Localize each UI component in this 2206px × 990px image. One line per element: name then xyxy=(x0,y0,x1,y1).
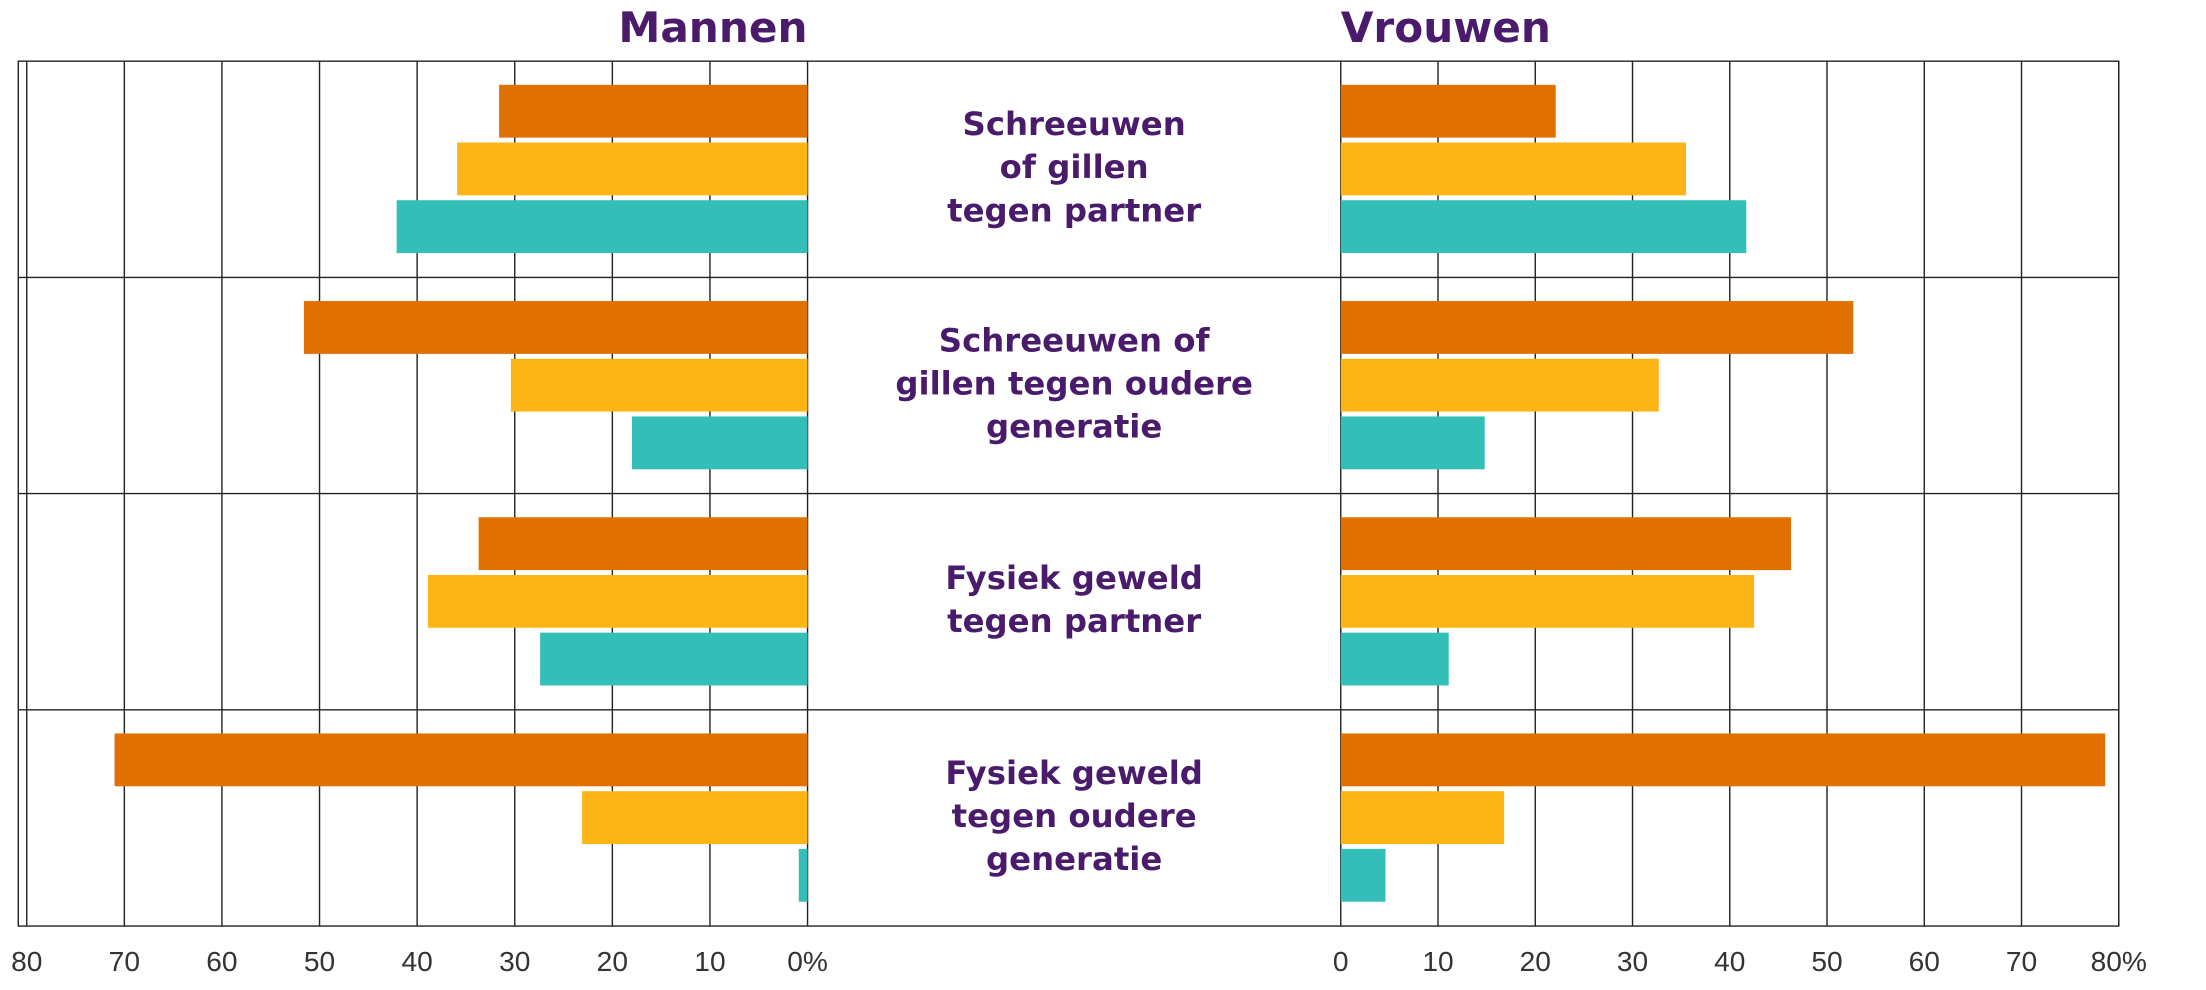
x-tick-label: 70 xyxy=(2006,946,2037,977)
bar xyxy=(1340,142,1687,196)
category-label: Fysiek geweld tegen partner xyxy=(945,559,1203,640)
x-tick-label: 50 xyxy=(1811,946,1842,977)
x-tick-label: 20 xyxy=(597,946,628,977)
bar xyxy=(396,200,808,254)
bar xyxy=(114,733,808,787)
category-label-line: tegen partner xyxy=(947,602,1201,640)
category-label-line: Schreeuwen of xyxy=(939,322,1211,360)
category-label-line: generatie xyxy=(986,840,1162,878)
bar xyxy=(1340,358,1659,412)
x-tick-label: 10 xyxy=(1422,946,1453,977)
bar xyxy=(1340,84,1556,138)
bar xyxy=(478,517,808,571)
category-label-line: Fysiek geweld xyxy=(945,559,1203,597)
panel-title: Mannen xyxy=(618,3,807,52)
x-tick-label: 80 xyxy=(11,946,42,977)
bar xyxy=(1340,848,1386,902)
bar xyxy=(1340,416,1485,470)
category-label: Schreeuwen of gillen tegen partner xyxy=(947,105,1201,229)
bar xyxy=(1340,733,2106,787)
category-label-line: tegen oudere xyxy=(952,797,1197,835)
x-tick-label: 50 xyxy=(304,946,335,977)
x-tick-label: 40 xyxy=(1714,946,1745,977)
x-tick-label: 70 xyxy=(109,946,140,977)
bar xyxy=(1340,574,1755,628)
bar xyxy=(1340,200,1747,254)
bar xyxy=(540,632,808,686)
foreground-layer: Mannen 80 70 60 50 40 30 20 10 0% Vrouwen 0 10 20 30 40… xyxy=(11,3,2147,977)
bar xyxy=(499,84,808,138)
bar xyxy=(427,574,808,628)
x-tick-label: 0 xyxy=(1333,946,1349,977)
category-label-line: Fysiek geweld xyxy=(945,754,1203,792)
bar xyxy=(457,142,808,196)
x-tick-label: 10 xyxy=(694,946,725,977)
bar xyxy=(1340,301,1854,354)
panel-title: Vrouwen xyxy=(1341,3,1551,52)
bar xyxy=(582,791,808,845)
category-label-line: Schreeuwen xyxy=(963,105,1186,143)
category-label: Schreeuwen of gillen tegen oudere generati… xyxy=(895,322,1253,446)
category-label-line: tegen partner xyxy=(947,192,1201,230)
x-tick-label: 0% xyxy=(787,946,828,977)
x-tick-label: 60 xyxy=(206,946,237,977)
category-label-line: generatie xyxy=(986,408,1162,446)
bar xyxy=(631,416,808,470)
x-tick-label: 80% xyxy=(2091,946,2147,977)
bar xyxy=(1340,632,1449,686)
category-label: Fysiek geweld tegen oudere generatie xyxy=(945,754,1203,878)
x-tick-label: 30 xyxy=(1617,946,1648,977)
x-tick-label: 30 xyxy=(499,946,530,977)
bar xyxy=(1340,517,1792,571)
bar xyxy=(303,301,808,354)
bar xyxy=(798,848,808,902)
bar xyxy=(1340,791,1505,845)
category-label-line: of gillen xyxy=(1000,148,1149,186)
x-tick-label: 60 xyxy=(1909,946,1940,977)
x-tick-label: 20 xyxy=(1520,946,1551,977)
x-tick-label: 40 xyxy=(401,946,432,977)
bar xyxy=(510,358,808,412)
category-label-line: gillen tegen oudere xyxy=(895,365,1253,403)
